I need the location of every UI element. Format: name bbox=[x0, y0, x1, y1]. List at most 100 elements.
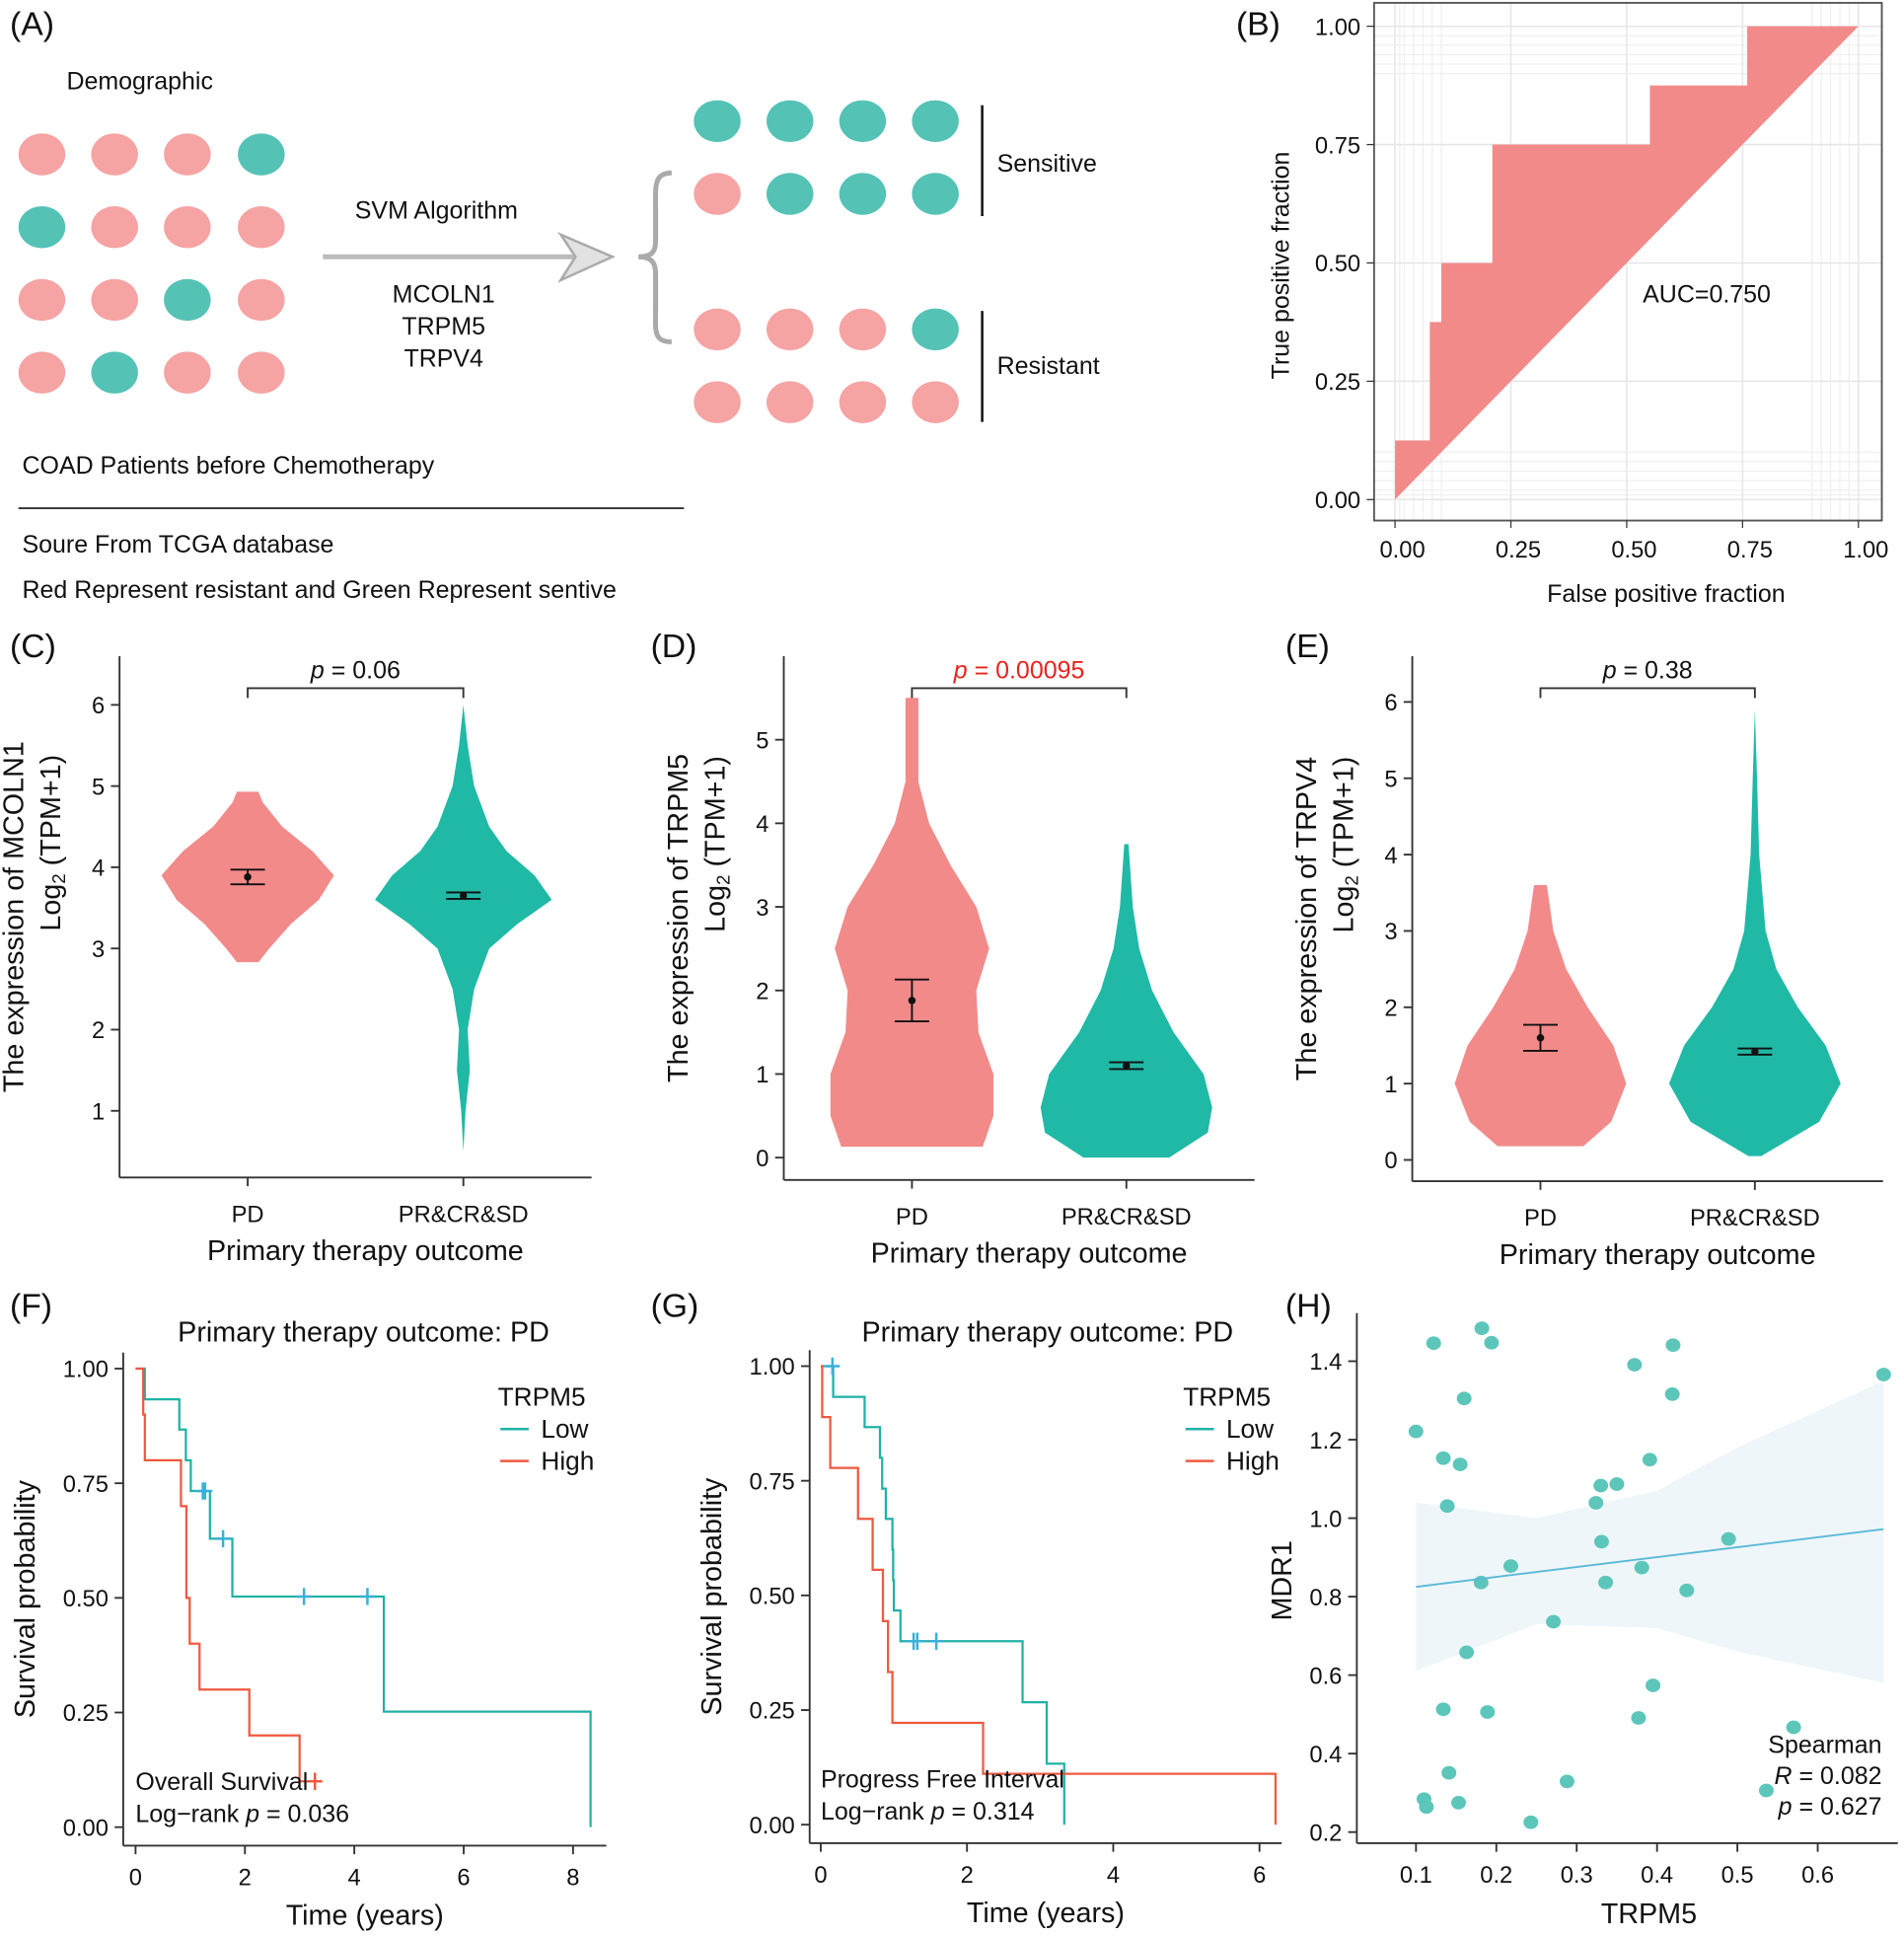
p-symbol: p bbox=[310, 656, 325, 684]
p-value-text: = 0.627 bbox=[1793, 1793, 1882, 1821]
x-tick-label: PR&CR&SD bbox=[1690, 1206, 1820, 1231]
brace-icon bbox=[637, 170, 673, 344]
regression-line bbox=[1416, 1527, 1884, 1589]
sensitive-dot bbox=[839, 100, 887, 143]
y-tick-label: 0.25 bbox=[63, 1701, 109, 1727]
y-tick-label: 3 bbox=[756, 896, 769, 922]
diagram-caption: COAD Patients before Chemotherapy bbox=[22, 452, 434, 480]
x-tick-label: 8 bbox=[566, 1865, 579, 1891]
y-axis-title: The expression of TRPV4 bbox=[1291, 757, 1323, 1080]
annotation: Progress Free Interval bbox=[821, 1766, 1064, 1794]
log-rank-label: Log−rank bbox=[821, 1798, 931, 1825]
mean-point bbox=[1751, 1047, 1759, 1056]
x-axis-title: TRPM5 bbox=[1601, 1899, 1697, 1930]
y-tick-label: 4 bbox=[756, 812, 769, 838]
y-axis-title: The expression of MCOLN1 bbox=[0, 741, 31, 1092]
censor-mark bbox=[928, 1632, 944, 1651]
patient-dot bbox=[91, 351, 138, 394]
resistant-dot bbox=[766, 308, 814, 351]
y-tick-label: 5 bbox=[756, 728, 769, 754]
log-subscript: 2 bbox=[1342, 875, 1362, 885]
y-tick-label: 2 bbox=[92, 1018, 105, 1044]
x-tick-label: 0 bbox=[129, 1865, 142, 1891]
x-tick-label: PD bbox=[232, 1202, 264, 1228]
log-rank-annotation: Log−rank p = 0.036 bbox=[135, 1801, 349, 1828]
p-value-text: = 0.00095 bbox=[968, 656, 1085, 684]
resistant-dot bbox=[912, 308, 959, 351]
violin-0 bbox=[1454, 885, 1627, 1147]
p-symbol: p bbox=[930, 1798, 945, 1825]
p-value-text: = 0.38 bbox=[1617, 656, 1693, 684]
panel-h-scatter: (H) 0.2 0.4 0.6 0.8 1.0 1.2 1.4 0.1 0.2 0.3 0.4 0.5 0… bbox=[1267, 1288, 1898, 1930]
panel-violin-1: (C) 1 2 3 4 5 6 PD PR&CR&SD Primary therapy outco… bbox=[0, 628, 592, 1267]
data-point bbox=[1441, 1765, 1457, 1780]
panel-violin-2: (D) 0 1 2 3 4 5 PD PR&CR&SD Primary therapy outco… bbox=[651, 628, 1255, 1270]
violin-1 bbox=[1040, 844, 1212, 1158]
resistant-dot bbox=[839, 381, 887, 423]
y-tick-label: 0.50 bbox=[63, 1587, 109, 1612]
log-text: Log bbox=[36, 884, 67, 931]
p-symbol: p bbox=[1778, 1793, 1793, 1821]
x-tick-label: 0.1 bbox=[1400, 1863, 1432, 1889]
data-point bbox=[1502, 1559, 1518, 1573]
patient-dot bbox=[18, 206, 66, 249]
violin-1 bbox=[1668, 709, 1841, 1156]
p-symbol: p bbox=[245, 1801, 259, 1828]
x-axis-title: Time (years) bbox=[967, 1898, 1125, 1929]
data-point bbox=[1450, 1795, 1466, 1810]
y-tick-label: 0.00 bbox=[1315, 488, 1360, 514]
data-point bbox=[1609, 1477, 1625, 1491]
data-point bbox=[1546, 1614, 1562, 1629]
y-axis-title: Survival probability bbox=[696, 1477, 728, 1716]
data-point bbox=[1452, 1457, 1468, 1471]
sensitive-dot bbox=[766, 100, 814, 143]
x-tick-label: 0.6 bbox=[1801, 1863, 1834, 1889]
annotation: Overall Survival bbox=[135, 1768, 308, 1796]
panel-violin-3: (E) 0 1 2 3 4 5 6 PD PR&CR&SD Primary therapy outc… bbox=[1285, 628, 1883, 1271]
data-point bbox=[1642, 1452, 1657, 1467]
y-tick-label: 5 bbox=[92, 775, 105, 800]
mean-point bbox=[459, 891, 468, 900]
p-symbol: p bbox=[1602, 656, 1617, 684]
km-curve-low bbox=[135, 1367, 592, 1827]
confidence-band bbox=[1416, 1380, 1884, 1683]
x-tick-label: 0.50 bbox=[1611, 538, 1656, 563]
patient-dot bbox=[238, 278, 285, 322]
x-tick-label: PD bbox=[896, 1205, 928, 1230]
log-rest: (TPM+1) bbox=[700, 756, 732, 874]
data-point bbox=[1665, 1338, 1681, 1353]
y-tick-label: 1 bbox=[1384, 1073, 1397, 1098]
gene-label: TRPM5 bbox=[402, 313, 485, 340]
y-tick-label: 0.00 bbox=[750, 1814, 795, 1839]
data-point bbox=[1786, 1720, 1801, 1735]
log-text: Log bbox=[700, 885, 732, 932]
y-tick-label: 0.75 bbox=[63, 1472, 109, 1498]
data-point bbox=[1875, 1368, 1891, 1381]
sensitive-dot bbox=[694, 173, 741, 215]
r-value: R = 0.082 bbox=[1775, 1762, 1882, 1790]
y-tick-label: 0 bbox=[1384, 1149, 1397, 1174]
y-axis-title: Survival probability bbox=[10, 1479, 41, 1718]
plot-title: Primary therapy outcome: PD bbox=[861, 1317, 1233, 1349]
panel-label: (D) bbox=[651, 628, 697, 665]
panel-label: (A) bbox=[10, 5, 54, 42]
y-tick-label: 1.2 bbox=[1309, 1429, 1342, 1454]
violin-1 bbox=[375, 705, 552, 1152]
data-point bbox=[1474, 1321, 1490, 1335]
data-point bbox=[1664, 1387, 1680, 1401]
y-tick-label: 0.25 bbox=[750, 1699, 795, 1725]
significance-bracket bbox=[1539, 687, 1756, 699]
y-tick-label: 3 bbox=[92, 937, 105, 963]
sensitive-dot bbox=[912, 100, 959, 143]
data-point bbox=[1456, 1391, 1472, 1406]
y-tick-label: 0.6 bbox=[1309, 1664, 1342, 1689]
data-point bbox=[1598, 1575, 1614, 1590]
p-value-text: = 0.06 bbox=[325, 656, 401, 684]
y-tick-label: 4 bbox=[92, 856, 105, 882]
data-point bbox=[1523, 1815, 1539, 1829]
x-tick-label: 0.00 bbox=[1379, 538, 1425, 563]
x-tick-label: 4 bbox=[348, 1865, 361, 1891]
significance-bracket bbox=[911, 687, 1128, 699]
y-axis-title: The expression of TRPM5 bbox=[663, 754, 695, 1082]
mean-point bbox=[1536, 1033, 1545, 1042]
